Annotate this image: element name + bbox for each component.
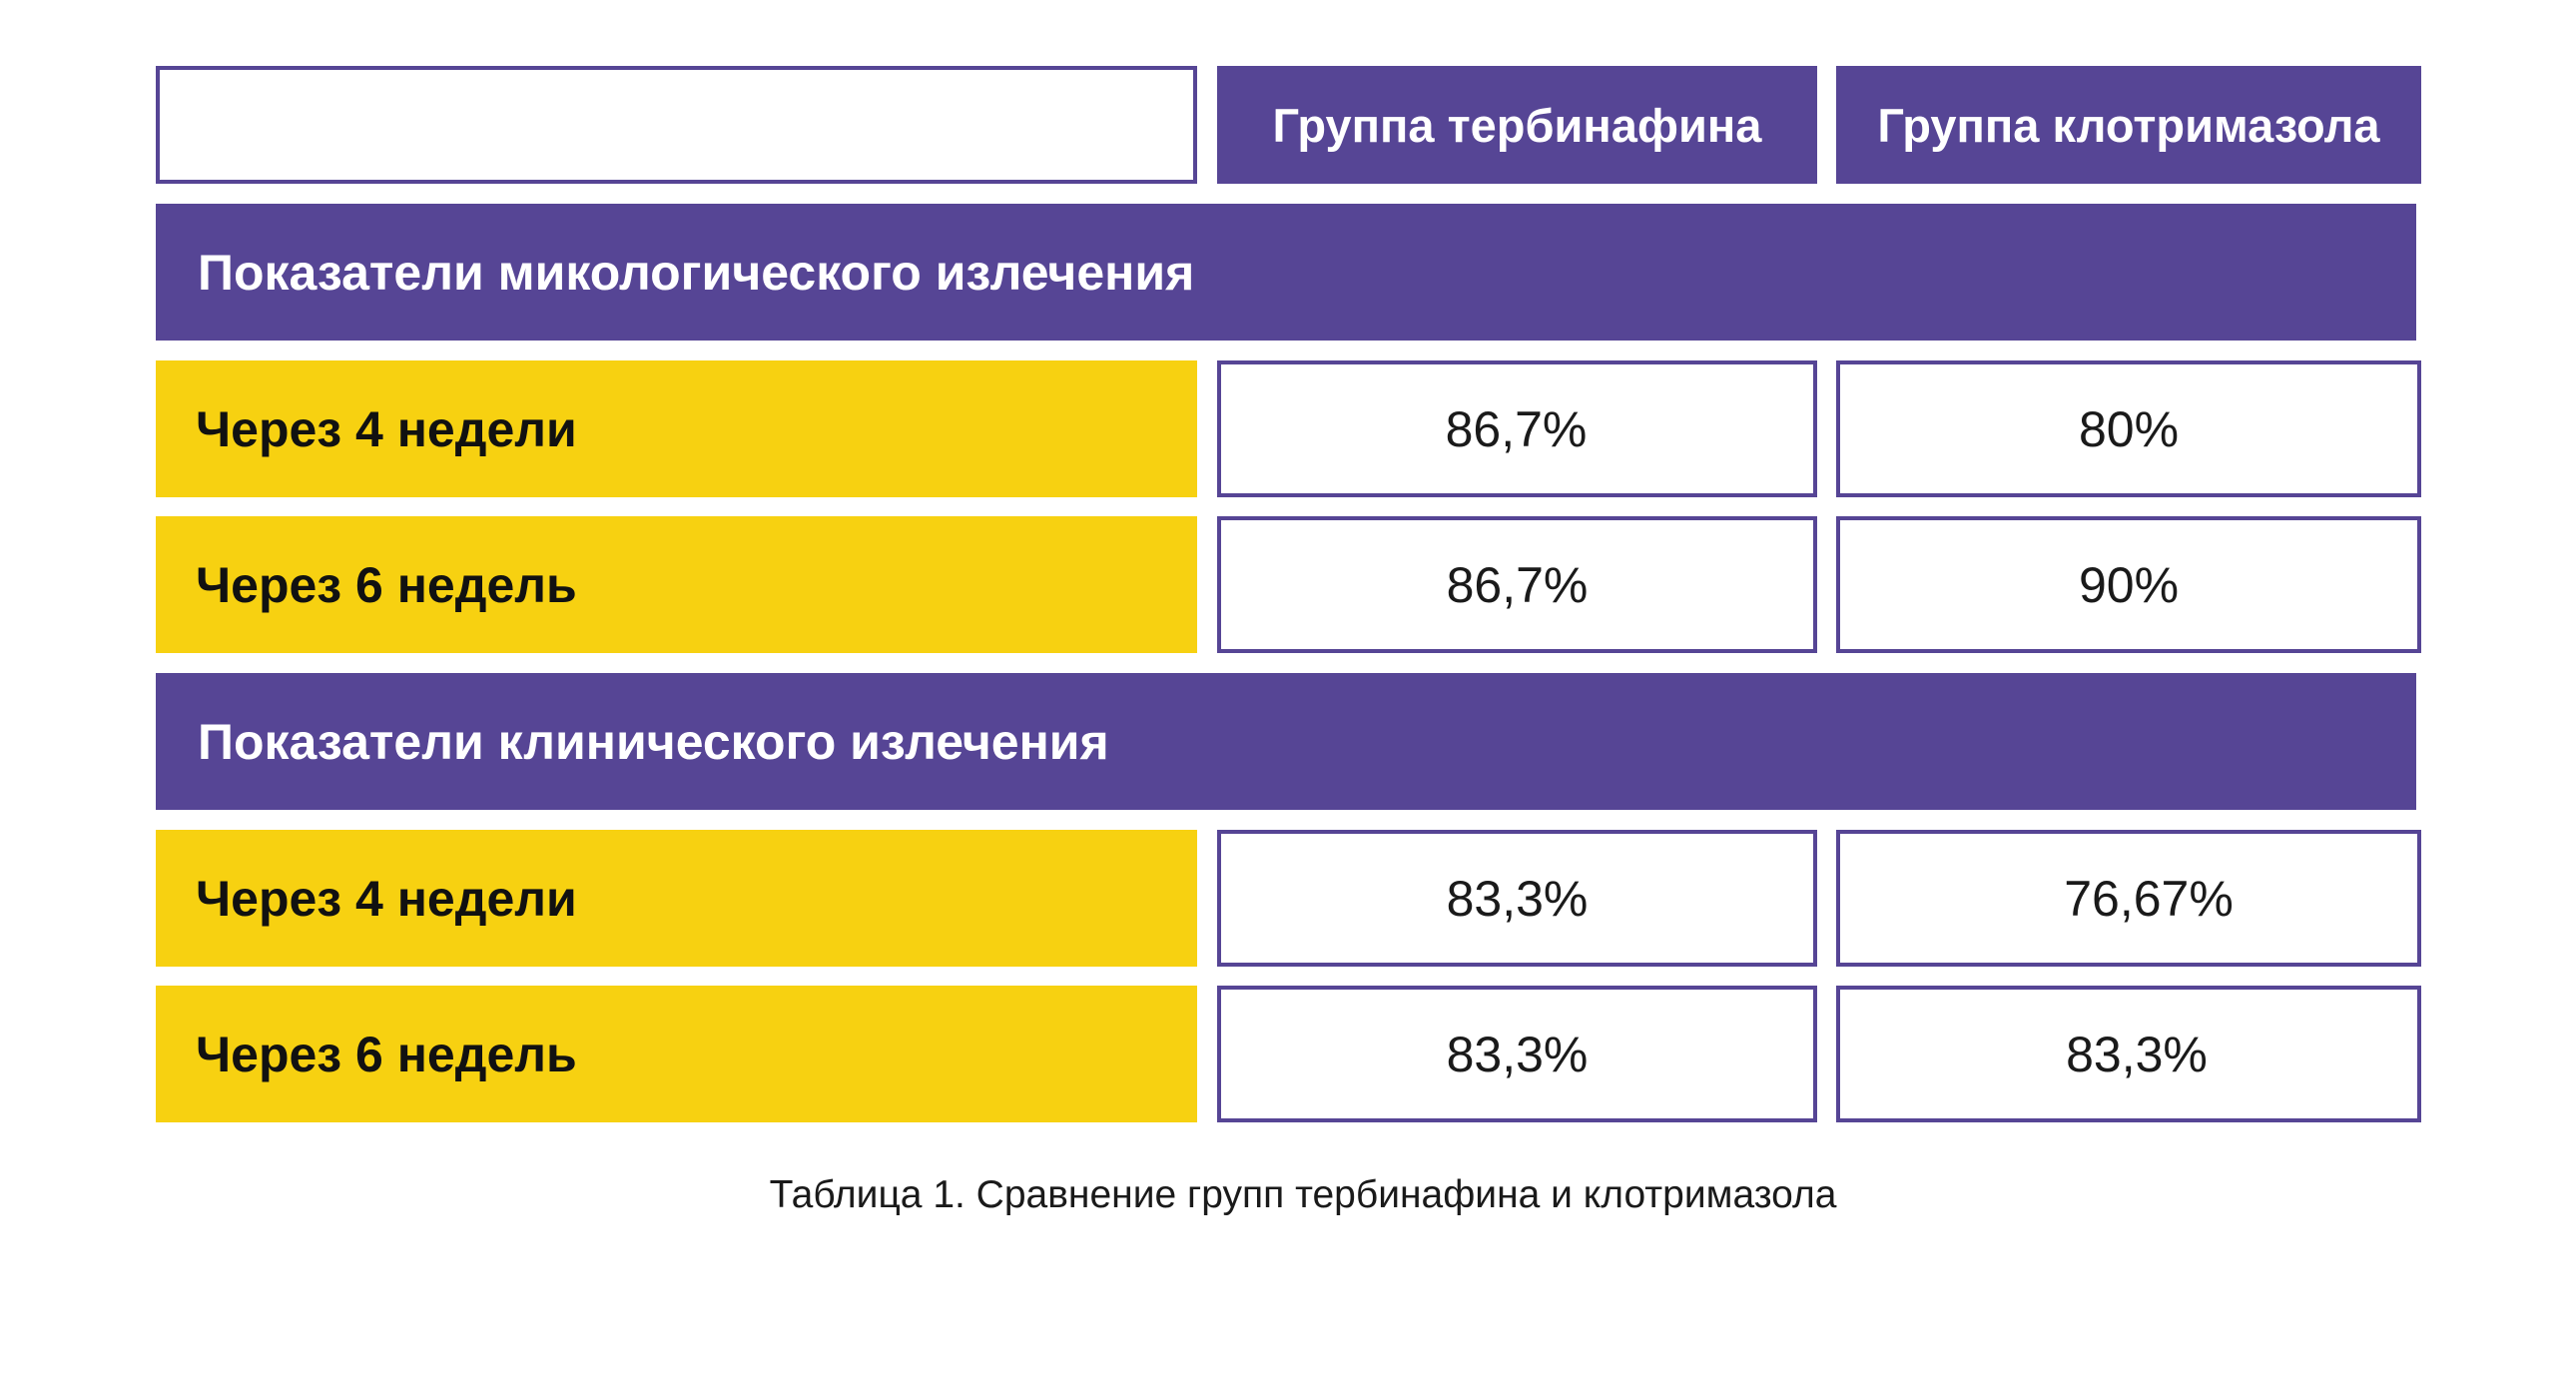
value-mycological-6w-clotrimazole: 90% <box>1836 516 2421 653</box>
table-caption: Таблица 1. Сравнение групп тербинафина и… <box>769 1173 1837 1216</box>
row-label-mycological-6-weeks: Через 6 недель <box>156 516 1197 653</box>
value-text: 83,3% <box>2066 1026 2208 1082</box>
value-clinical-4w-terbinafine: 83,3% <box>1217 830 1817 967</box>
row-label-clinical-6-weeks: Через 6 недель <box>156 986 1197 1122</box>
row-label-mycological-4-weeks: Через 4 недели <box>156 360 1197 497</box>
value-clinical-6w-terbinafine: 83,3% <box>1217 986 1817 1122</box>
value-clinical-4w-clotrimazole: 76,67% <box>1836 830 2421 967</box>
value-text: 86,7% <box>1446 556 1589 613</box>
value-text: 80% <box>2078 400 2180 457</box>
section-header-mycological: Показатели микологического излечения <box>156 204 2416 341</box>
value-text: 90% <box>2078 556 2180 613</box>
column-header-clotrimazole: Группа клотримазола <box>1836 66 2421 184</box>
section-header-clinical: Показатели клинического излечения <box>156 673 2416 810</box>
value-mycological-6w-terbinafine: 86,7% <box>1217 516 1817 653</box>
table-corner-cell <box>156 66 1197 184</box>
value-text: 83,3% <box>1446 1026 1589 1082</box>
value-clinical-6w-clotrimazole: 83,3% <box>1836 986 2421 1122</box>
column-header-terbinafine: Группа тербинафина <box>1217 66 1817 184</box>
value-text: 86,7% <box>1445 400 1588 457</box>
value-text: 76,67% <box>2064 870 2234 927</box>
row-label-clinical-4-weeks: Через 4 недели <box>156 830 1197 967</box>
value-mycological-4w-terbinafine: 86,7% <box>1217 360 1817 497</box>
value-text: 83,3% <box>1446 870 1589 927</box>
value-mycological-4w-clotrimazole: 80% <box>1836 360 2421 497</box>
